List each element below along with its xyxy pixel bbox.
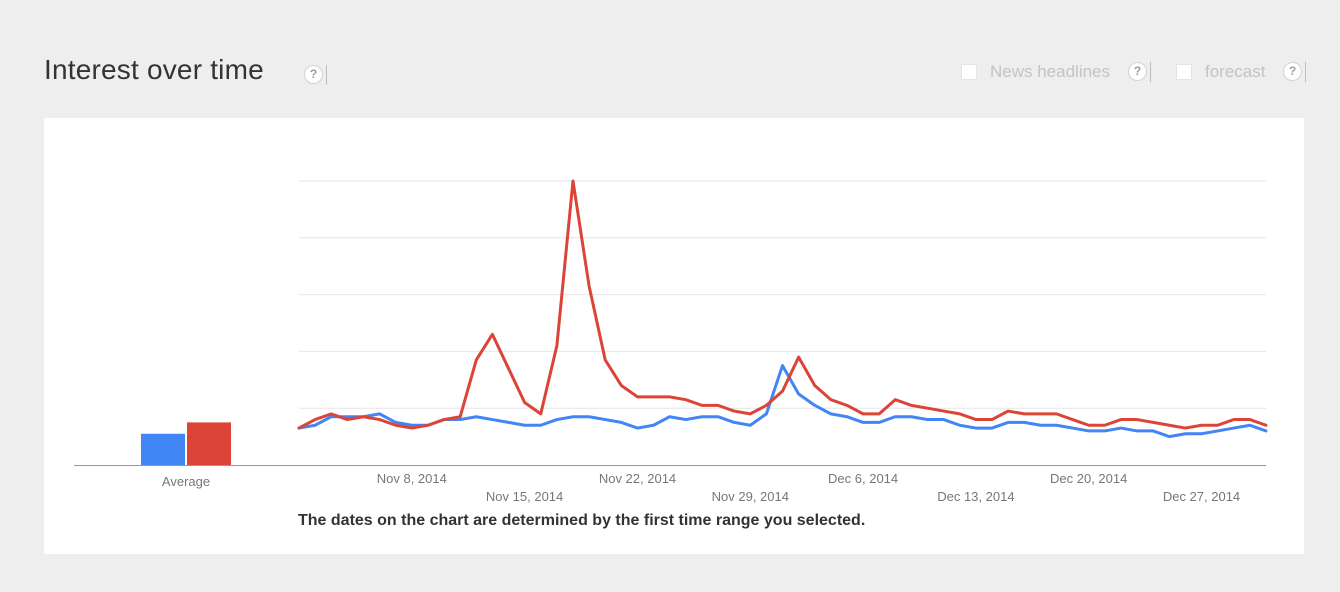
header: Interest over time ? News headlines ? fo… — [0, 0, 1340, 118]
average-bar-0 — [141, 433, 185, 465]
trend-lines — [297, 179, 1268, 439]
news-headlines-help-icon[interactable]: ? — [1128, 62, 1151, 82]
forecast-help-icon[interactable]: ? — [1283, 62, 1306, 82]
x-tick-label-3: Nov 29, 2014 — [712, 489, 789, 504]
series-line-red — [297, 179, 1268, 430]
title-help-icon[interactable]: ? — [304, 65, 327, 85]
x-tick-label-5: Dec 13, 2014 — [937, 489, 1014, 504]
chart-footnote: The dates on the chart are determined by… — [298, 512, 866, 529]
gridlines — [299, 180, 1266, 409]
average-bars — [141, 422, 231, 465]
news-headlines-toggle[interactable]: News headlines — [961, 62, 1110, 82]
help-glyph: ? — [1288, 64, 1297, 78]
x-tick-label-0: Nov 8, 2014 — [377, 471, 447, 486]
help-glyph: ? — [1133, 64, 1142, 78]
series-line-blue — [297, 364, 1268, 439]
x-tick-label-1: Nov 15, 2014 — [486, 489, 563, 504]
divider — [326, 65, 327, 85]
news-headlines-checkbox[interactable] — [961, 64, 977, 80]
divider — [1305, 62, 1306, 82]
help-glyph: ? — [309, 67, 318, 81]
x-axis-labels: Average Nov 8, 2014 Nov 15, 2014 Nov 22, 20… — [162, 471, 1240, 504]
x-tick-label-average: Average — [162, 474, 210, 489]
x-tick-label-2: Nov 22, 2014 — [599, 471, 676, 486]
x-tick-label-7: Dec 27, 2014 — [1163, 489, 1240, 504]
news-headlines-label: News headlines — [990, 62, 1111, 81]
forecast-toggle[interactable]: forecast — [1176, 62, 1265, 82]
x-tick-label-6: Dec 20, 2014 — [1050, 471, 1127, 486]
chart-panel: Average Nov 8, 2014 Nov 15, 2014 Nov 22, 20… — [44, 118, 1304, 554]
forecast-checkbox[interactable] — [1176, 64, 1192, 80]
page-title: Interest over time — [44, 54, 264, 85]
forecast-label: forecast — [1205, 62, 1266, 81]
divider — [1150, 62, 1151, 82]
average-bar-1 — [187, 422, 231, 465]
x-tick-label-4: Dec 6, 2014 — [828, 471, 898, 486]
interest-chart: Average Nov 8, 2014 Nov 15, 2014 Nov 22, 20… — [74, 179, 1268, 504]
